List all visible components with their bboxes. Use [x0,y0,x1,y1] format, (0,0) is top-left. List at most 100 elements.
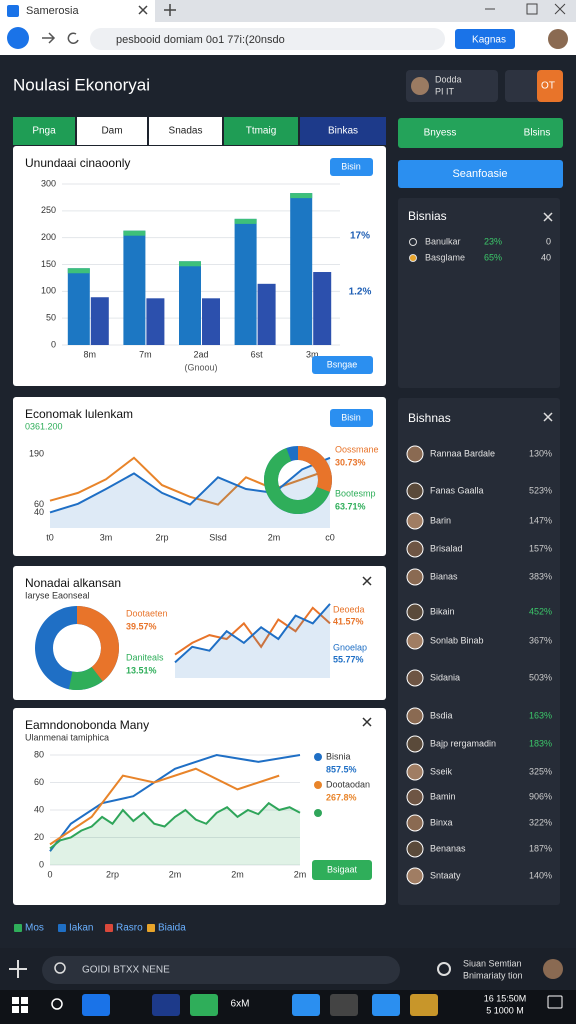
badge-label: OT [541,81,555,92]
site-logo [7,27,29,49]
row-name[interactable]: Sonlab Binab [430,635,484,645]
toolbar-button[interactable] [455,29,515,49]
start-icon[interactable] [12,997,28,1013]
x-tick-label: 2ad [193,349,208,359]
series-note: 55.77% [333,654,364,664]
nav-icons[interactable] [42,32,79,44]
action-green[interactable] [398,118,563,148]
action-label[interactable]: Seanfoasie [452,168,507,180]
new-tab[interactable] [164,4,176,16]
bar [146,298,165,345]
row-name[interactable]: Sidania [430,672,460,682]
close-icon[interactable] [362,576,372,586]
row-name[interactable]: Binxa [430,817,453,827]
row-name[interactable]: Bianas [430,571,458,581]
page-title: Noulasi Ekonoryai [13,75,150,94]
donut-segment [264,448,330,514]
side-text: Bnimariaty tion [463,970,523,980]
x-tick-label: 0 [47,869,52,879]
row-avatar [406,482,424,500]
row-avatar [406,867,424,885]
action-label[interactable]: Bnyess [424,128,457,139]
row-avatar [406,632,424,650]
search-box[interactable] [42,956,400,984]
tab-button[interactable] [149,117,222,145]
side-text: Siuan Semtian [463,958,522,968]
close-icon[interactable] [362,717,372,727]
taskbar-app[interactable] [292,994,320,1016]
tab-button[interactable] [13,117,75,145]
user-widget[interactable] [406,70,498,102]
tab-title: Samerosia [26,5,79,17]
panel [398,398,560,905]
taskbar-app[interactable] [152,994,180,1016]
row-name[interactable]: Bajp rergamadin [430,738,496,748]
card-button[interactable] [330,158,373,176]
bar-cap [67,268,90,274]
tab-button[interactable] [224,117,298,145]
tab-button[interactable] [300,117,386,145]
tab-label[interactable]: Snadas [169,126,203,137]
window-controls[interactable] [485,3,566,15]
card-button-label[interactable]: Bsngae [327,359,358,369]
taskbar-app[interactable] [372,994,400,1016]
card-button-label[interactable]: Bsigaat [327,864,358,874]
row-name[interactable]: Sseik [430,766,453,776]
donut-value: 39.57% [126,621,157,631]
search-icon [54,962,66,974]
taskbar-app[interactable] [410,994,438,1016]
close-icon[interactable] [543,412,553,422]
card-button[interactable] [312,860,372,880]
y-tick-label: 250 [41,205,56,215]
taskbar-app[interactable] [82,994,110,1016]
row-name[interactable]: Rannaa Bardale [430,448,495,458]
row-avatar [406,763,424,781]
row-value: 452% [529,606,552,616]
y-tick-label: 150 [41,259,56,269]
x-tick-label: c0 [325,532,335,542]
bar [290,193,313,345]
row-name[interactable]: Sntaaty [430,870,461,880]
settings-icon[interactable] [9,960,27,978]
action-label[interactable]: Blsins [524,128,551,139]
tab-label[interactable]: Binkas [328,126,358,137]
x-tick-label: 7m [139,349,152,359]
card-button-label[interactable]: Bisin [341,161,361,171]
area [50,457,330,528]
row-value: 183% [529,738,552,748]
card-button[interactable] [330,409,373,427]
row-name[interactable]: Benanas [430,843,466,853]
user-avatar [411,77,429,95]
card-button-label[interactable]: Bisin [341,412,361,422]
row-avatar [406,603,424,621]
row-name[interactable]: Bamin [430,791,456,801]
row-avatar [406,788,424,806]
legend-dot [314,781,322,789]
tab-label[interactable]: Pnga [32,126,56,137]
action-blue[interactable] [398,160,563,188]
donut-segment [68,667,103,690]
donut-segment [77,606,119,682]
tab-button[interactable] [77,117,147,145]
row-pct: 65% [484,252,502,262]
taskbar-app[interactable] [330,994,358,1016]
notification-icon[interactable] [547,995,563,1009]
row-name[interactable]: Barin [430,515,451,525]
row-name[interactable]: Fanas Gaalla [430,485,484,495]
card-button[interactable] [312,356,373,374]
x-tick-label: 2m [231,869,244,879]
legend-label: Mos [25,923,44,934]
legend-dot [314,809,322,817]
taskbar-app[interactable] [190,994,218,1016]
close-icon[interactable] [138,5,148,15]
close-icon[interactable] [543,212,553,222]
row-name[interactable]: Brisalad [430,543,463,553]
y-tick-label: 40 [34,804,44,814]
row-name[interactable]: Bsdia [430,710,453,720]
tab-label[interactable]: Ttmaig [246,126,277,137]
row-name[interactable]: Bikain [430,606,455,616]
x-tick-label: 3m [100,532,113,542]
y-tick-label: 60 [34,777,44,787]
tab-label[interactable]: Dam [101,126,122,137]
